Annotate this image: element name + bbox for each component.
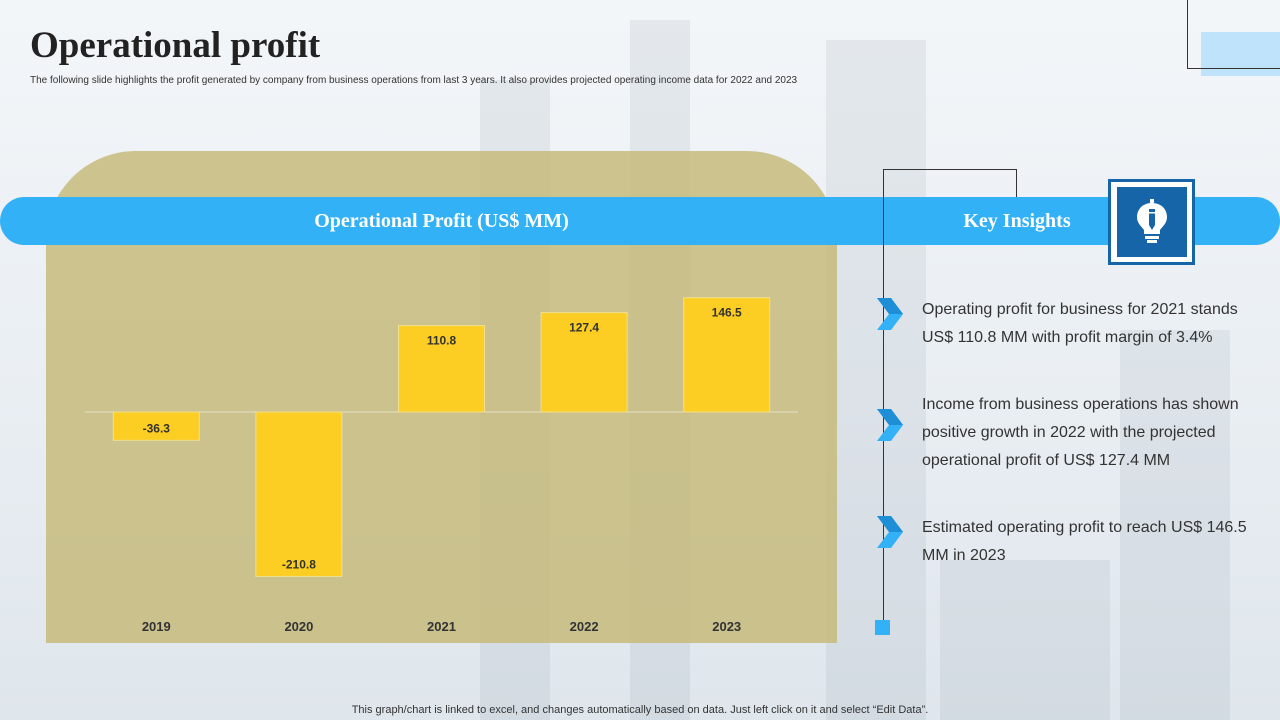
data-label: 127.4 (569, 321, 599, 335)
bar-2021[interactable] (398, 325, 485, 413)
insight-text: Estimated operating profit to reach US$ … (922, 519, 1247, 564)
x-tick-label: 2022 (570, 619, 599, 634)
corner-accent-frame (1187, 0, 1280, 69)
data-label: -36.3 (143, 421, 171, 435)
bar-2023[interactable] (683, 297, 771, 413)
chevron-right-icon (877, 298, 903, 330)
bar-2022[interactable] (540, 312, 628, 413)
timeline-line (883, 169, 884, 621)
bar-2020[interactable] (255, 411, 343, 577)
insights-heading: Key Insights (963, 209, 1071, 232)
timeline-end-marker (875, 620, 890, 635)
footer-note: This graph/chart is linked to excel, and… (351, 704, 929, 716)
x-tick-label: 2019 (142, 619, 171, 634)
background-building (940, 560, 1110, 720)
chevron-right-icon (877, 516, 903, 548)
insights-icon-box (1108, 179, 1195, 265)
insight-text: Income from business operations has show… (922, 396, 1239, 469)
insight-text: Operating profit for business for 2021 s… (922, 301, 1238, 346)
background-building (1120, 330, 1230, 720)
timeline-connector (1016, 169, 1017, 197)
bar-2019[interactable] (112, 411, 200, 441)
header-band (0, 197, 1280, 245)
timeline-connector (883, 169, 1017, 170)
lightbulb-pencil-icon (1136, 199, 1167, 243)
page-title: Operational profit (30, 25, 321, 66)
background-building (826, 40, 926, 720)
x-tick-label: 2021 (427, 619, 456, 634)
data-label: 146.5 (712, 306, 742, 320)
x-tick-label: 2020 (284, 619, 313, 634)
page-subtitle: The following slide highlights the profi… (30, 75, 798, 86)
chart-heading: Operational Profit (US$ MM) (314, 209, 569, 232)
data-label: 110.8 (427, 334, 457, 348)
data-label: -210.8 (282, 557, 316, 571)
x-tick-label: 2023 (712, 619, 741, 634)
chevron-right-icon (877, 409, 903, 441)
